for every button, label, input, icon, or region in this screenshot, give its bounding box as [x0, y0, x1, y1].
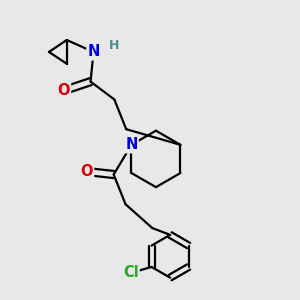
Text: O: O — [81, 164, 93, 179]
Text: Cl: Cl — [123, 266, 139, 280]
Text: N: N — [87, 44, 100, 59]
Text: O: O — [58, 83, 70, 98]
Text: N: N — [125, 137, 138, 152]
Text: H: H — [109, 40, 119, 52]
